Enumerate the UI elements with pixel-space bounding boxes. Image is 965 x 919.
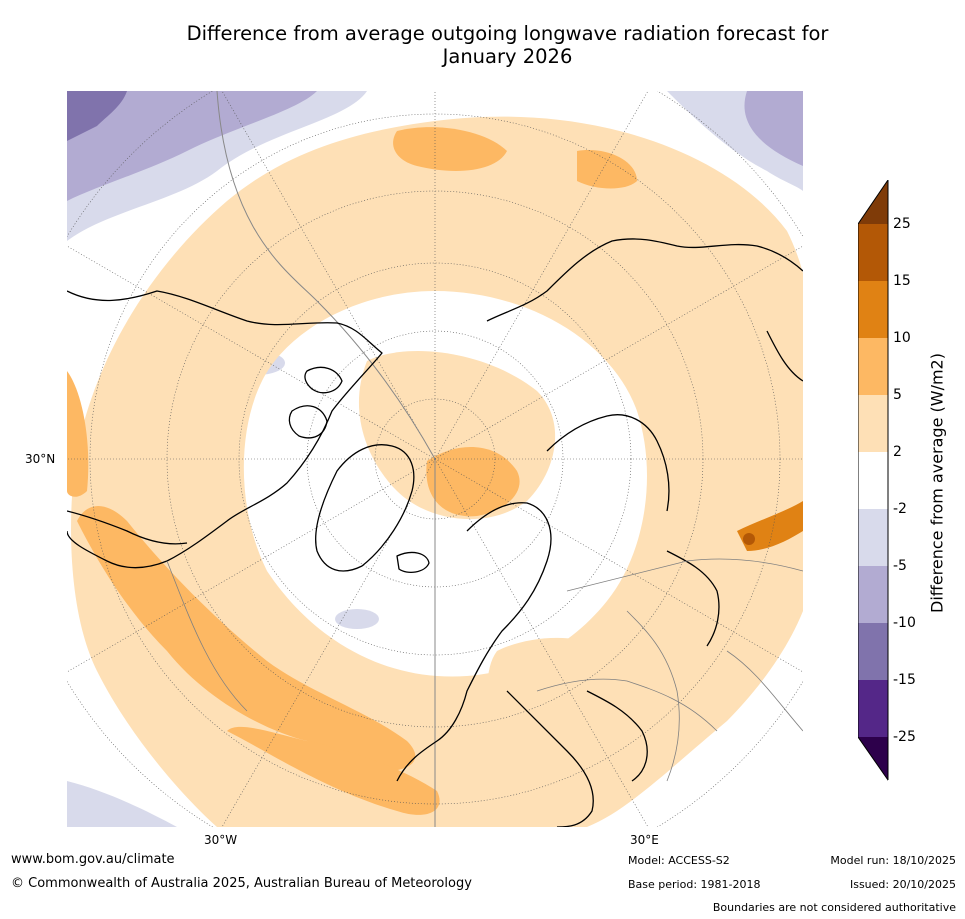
footer-model-run: Model run: 18/10/2025 xyxy=(830,854,956,867)
footer-disclaimer: Boundaries are not considered authoritat… xyxy=(712,901,956,914)
anomaly-positive-europe xyxy=(487,637,644,781)
country-borders xyxy=(166,558,803,782)
anomaly-positive-west-strong xyxy=(67,371,89,497)
anomaly-positive-atlantic-strong-2 xyxy=(227,726,440,815)
colorbar-mask xyxy=(887,180,918,790)
anomaly-positive-atlantic-strong xyxy=(77,506,416,771)
colorbar-tick: -5 xyxy=(893,558,907,574)
anomaly-positive-asia-strong xyxy=(577,150,637,189)
longitude-label-30e: 30°E xyxy=(630,833,659,847)
colorbar-tick: -15 xyxy=(893,672,916,688)
dateline-meridian xyxy=(216,91,436,460)
anomaly-positive-ring xyxy=(71,116,803,827)
latitude-label-30n: 30°N xyxy=(25,452,56,466)
anomaly-negative-nw-dark xyxy=(67,91,127,141)
footer-issued: Issued: 20/10/2025 xyxy=(849,878,956,891)
chart-title: Difference from average outgoing longwav… xyxy=(60,22,955,68)
colorbar-title: Difference from average (W/m2) xyxy=(927,353,947,613)
colorbar-tick: 10 xyxy=(893,330,911,346)
footer-model: Model: ACCESS-S2 xyxy=(628,854,730,867)
anomaly-negative-atlantic xyxy=(335,609,379,629)
anomaly-negative-nw xyxy=(67,91,317,201)
polar-map xyxy=(67,91,803,827)
colorbar-tick: 15 xyxy=(893,273,911,289)
footer-base-period: Base period: 1981-2018 xyxy=(628,878,761,891)
anomaly-positive-arctic-strong xyxy=(426,447,520,517)
anomaly-positive-pacific-strong xyxy=(393,127,507,171)
title-line-2: January 2026 xyxy=(442,45,573,68)
colorbar-tick: -25 xyxy=(893,729,916,745)
map-panel xyxy=(67,91,803,827)
anomaly-positive-asia-peak xyxy=(743,533,755,545)
footer-website: www.bom.gov.au/climate xyxy=(11,852,175,867)
colorbar-tick: -10 xyxy=(893,615,916,631)
anomaly-negative-sw xyxy=(67,781,177,827)
colorbar-tick: 25 xyxy=(893,216,911,232)
colorbar-tick: -2 xyxy=(893,501,907,517)
title-line-1: Difference from average outgoing longwav… xyxy=(186,22,829,45)
colorbar-tick: 5 xyxy=(893,387,902,403)
colorbar-tick: 2 xyxy=(893,444,902,460)
longitude-label-30w: 30°W xyxy=(204,833,238,847)
anomaly-negative-ne xyxy=(744,91,803,166)
footer-copyright: © Commonwealth of Australia 2025, Austra… xyxy=(11,876,472,891)
coastlines xyxy=(67,238,803,827)
